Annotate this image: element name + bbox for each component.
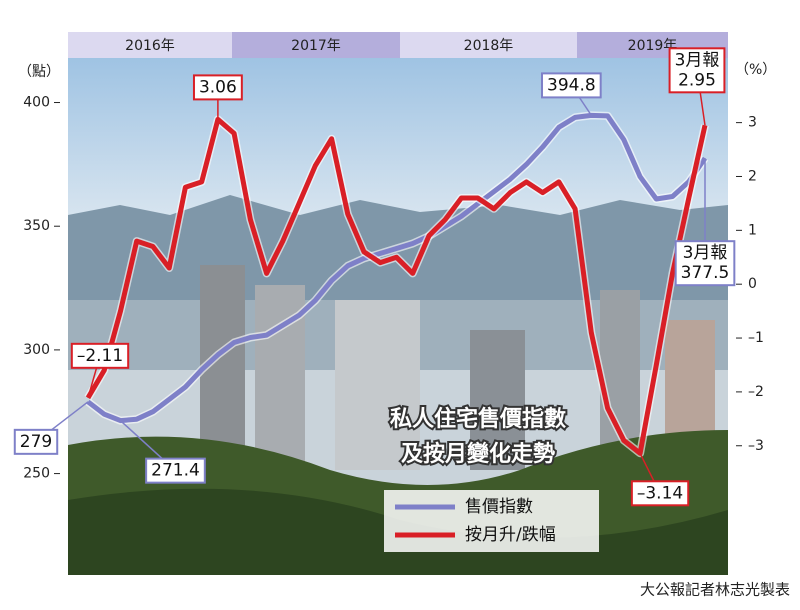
legend-label: 售價指數 bbox=[465, 497, 533, 517]
label-box bbox=[541, 72, 602, 99]
period-label: 2019年 bbox=[628, 38, 678, 54]
label-note: 3月報 bbox=[675, 50, 720, 70]
chart-title: 私人住宅售價指數 bbox=[390, 406, 566, 432]
period-band bbox=[232, 32, 400, 58]
label-box bbox=[668, 47, 726, 94]
period-band bbox=[68, 32, 232, 58]
data-label: 394.8 bbox=[547, 75, 596, 95]
legend-label: 按月升/跌幅 bbox=[465, 525, 556, 545]
y-tick-label: 250 bbox=[23, 466, 50, 482]
background-photo bbox=[68, 58, 728, 575]
period-band bbox=[400, 32, 577, 58]
y2-tick-label: –2 bbox=[748, 384, 764, 400]
data-label: –2.11 bbox=[77, 346, 123, 366]
data-label: 377.5 bbox=[681, 263, 730, 283]
y2-tick-label: 0 bbox=[748, 276, 757, 292]
label-box bbox=[70, 342, 130, 369]
data-label: 3.06 bbox=[199, 77, 237, 97]
y2-unit: （%） bbox=[735, 62, 776, 78]
y-tick-label: 300 bbox=[23, 342, 50, 358]
data-label: 2.95 bbox=[678, 70, 716, 90]
data-label: 271.4 bbox=[151, 461, 200, 481]
label-note: 3月報 bbox=[683, 243, 728, 263]
y2-tick-label: –3 bbox=[748, 438, 764, 454]
period-label: 2016年 bbox=[125, 38, 175, 54]
series-line bbox=[86, 112, 708, 424]
data-label: –3.14 bbox=[637, 483, 683, 503]
label-box bbox=[630, 480, 690, 507]
label-box bbox=[192, 74, 243, 101]
y2-tick-label: –1 bbox=[748, 330, 764, 346]
chart-title: 及按月變化走勢 bbox=[401, 441, 555, 467]
y-tick-label: 400 bbox=[23, 95, 50, 111]
source-note: 大公報記者林志光製表 bbox=[640, 581, 790, 599]
y2-tick-label: 1 bbox=[748, 222, 757, 238]
series-line bbox=[85, 116, 708, 456]
period-label: 2018年 bbox=[464, 38, 514, 54]
label-box bbox=[13, 428, 59, 455]
label-box bbox=[145, 457, 206, 484]
y-tick-label: 350 bbox=[23, 218, 50, 234]
legend-box bbox=[384, 490, 599, 552]
y2-tick-label: 3 bbox=[748, 115, 757, 131]
label-box bbox=[674, 240, 736, 287]
data-label: 279 bbox=[20, 432, 52, 452]
y2-tick-label: 2 bbox=[748, 168, 757, 184]
y-unit: （點） bbox=[18, 64, 60, 80]
period-label: 2017年 bbox=[291, 38, 341, 54]
